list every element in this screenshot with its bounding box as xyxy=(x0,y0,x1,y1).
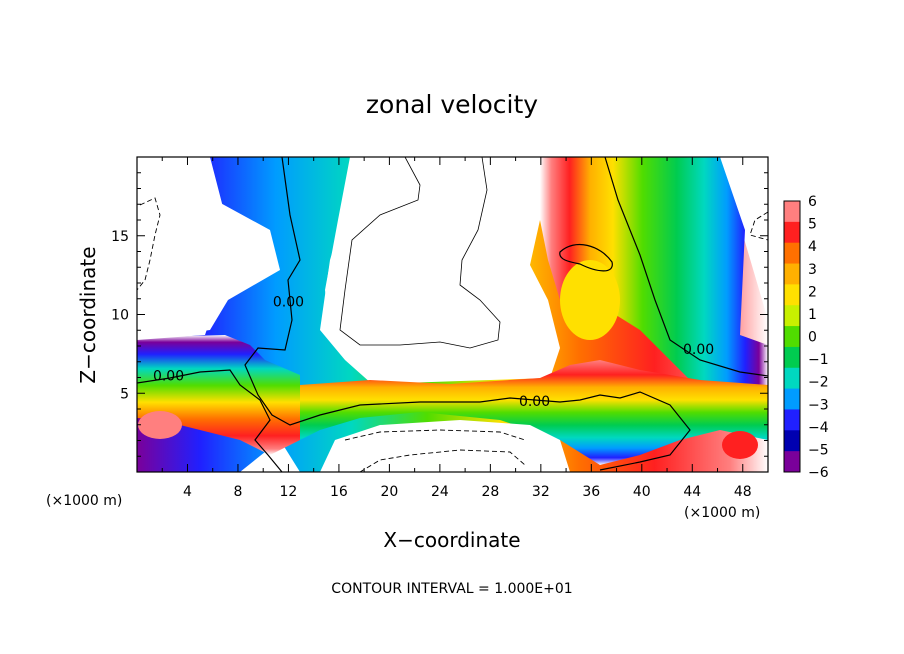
colorbar-swatch xyxy=(784,451,800,473)
colorbar-swatch xyxy=(784,326,800,348)
x-tick-label: 28 xyxy=(481,484,499,500)
contour-topright-dashed xyxy=(749,211,768,241)
colorbar-swatch xyxy=(784,409,800,431)
colorbar-label: −1 xyxy=(808,352,829,368)
colorbar-swatch xyxy=(784,346,800,369)
x-tick-label: 44 xyxy=(683,484,701,500)
field-lower-band xyxy=(300,360,768,465)
x-tick-label: 48 xyxy=(734,484,752,500)
colorbar-swatch xyxy=(784,430,800,452)
colorbar-swatch xyxy=(784,305,800,327)
contour-label: 0.00 xyxy=(273,295,304,311)
colorbar-swatch xyxy=(784,284,800,306)
y-tick-label: 5 xyxy=(120,386,129,402)
colorbar-label: −6 xyxy=(808,465,829,481)
x-tick-label: 36 xyxy=(582,484,600,500)
colorbar-label: −2 xyxy=(808,375,829,391)
colorbar-label: 6 xyxy=(808,194,817,210)
field-left-band xyxy=(137,335,300,455)
contour-central-thin xyxy=(339,157,501,349)
contour-topleft-dashed xyxy=(137,197,161,291)
field-blob-yellow xyxy=(560,260,620,340)
contour-interval-footnote: CONTOUR INTERVAL = 1.000E+01 xyxy=(331,581,572,597)
contour-label: 0.00 xyxy=(519,394,550,410)
x-tick-label: 24 xyxy=(431,484,449,500)
field-central-calm xyxy=(325,157,555,372)
y-axis: 5 10 15 xyxy=(111,172,768,457)
field-lower-cavity xyxy=(320,420,570,472)
x-tick-label: 20 xyxy=(380,484,398,500)
x-tick-label: 8 xyxy=(233,484,242,500)
colorbar-swatch xyxy=(784,201,800,223)
colorbar-swatch xyxy=(784,367,800,390)
colorbar-label: −4 xyxy=(808,420,829,436)
y-unit-note: (×1000 m) xyxy=(46,493,122,509)
contour-lower-dashed xyxy=(359,449,526,472)
colorbar-label: 1 xyxy=(808,307,817,323)
velocity-field xyxy=(137,157,768,472)
colorbar-label: 3 xyxy=(808,262,817,278)
x-tick-label: 4 xyxy=(183,484,192,500)
colorbar-label: 0 xyxy=(808,330,817,346)
colorbar-label: −3 xyxy=(808,397,829,413)
contour-label-group: 0.00 0.00 0.00 0.00 xyxy=(153,295,714,410)
x-tick-label: 32 xyxy=(532,484,550,500)
contour-lower-dashed-2 xyxy=(344,429,526,441)
contour-label: 0.00 xyxy=(683,342,714,358)
colorbar-label: 5 xyxy=(808,217,817,233)
x-axis: 4 8 12 16 20 24 28 32 36 40 44 48 xyxy=(161,157,752,500)
y-tick-label: 10 xyxy=(111,308,129,324)
colorbar-swatch xyxy=(784,242,800,265)
field-blob-lowright xyxy=(722,431,758,459)
x-tick-label: 12 xyxy=(280,484,298,500)
x-unit-note: (×1000 m) xyxy=(684,505,760,521)
contour-zero-left xyxy=(137,369,283,472)
field-blob-lowleft xyxy=(138,411,182,439)
y-tick-label: 15 xyxy=(111,229,129,245)
contour-zero-right xyxy=(604,157,768,377)
colorbar: 6 5 4 3 2 1 0 −1 −2 −3 −4 −5 −6 xyxy=(783,194,829,481)
contour-label: 0.00 xyxy=(153,369,184,385)
x-tick-label: 16 xyxy=(330,484,348,500)
colorbar-frame xyxy=(783,200,801,473)
colorbar-swatch xyxy=(784,263,800,285)
colorbar-label: 4 xyxy=(808,239,817,255)
x-tick-label: 40 xyxy=(633,484,651,500)
field-upper-left-calm xyxy=(137,157,265,340)
colorbar-swatch xyxy=(784,221,800,244)
chart-title: zonal velocity xyxy=(366,90,538,119)
field-right-jet xyxy=(540,157,768,400)
colorbar-swatch xyxy=(784,388,800,410)
contour-zero-mid xyxy=(244,157,691,471)
x-axis-label: X−coordinate xyxy=(383,528,520,552)
contour-lines xyxy=(137,157,768,472)
colorbar-label: 2 xyxy=(808,284,817,300)
colorbar-label: −5 xyxy=(808,442,829,458)
contour-loop-right xyxy=(559,243,613,272)
y-axis-label: Z−coordinate xyxy=(76,246,100,383)
